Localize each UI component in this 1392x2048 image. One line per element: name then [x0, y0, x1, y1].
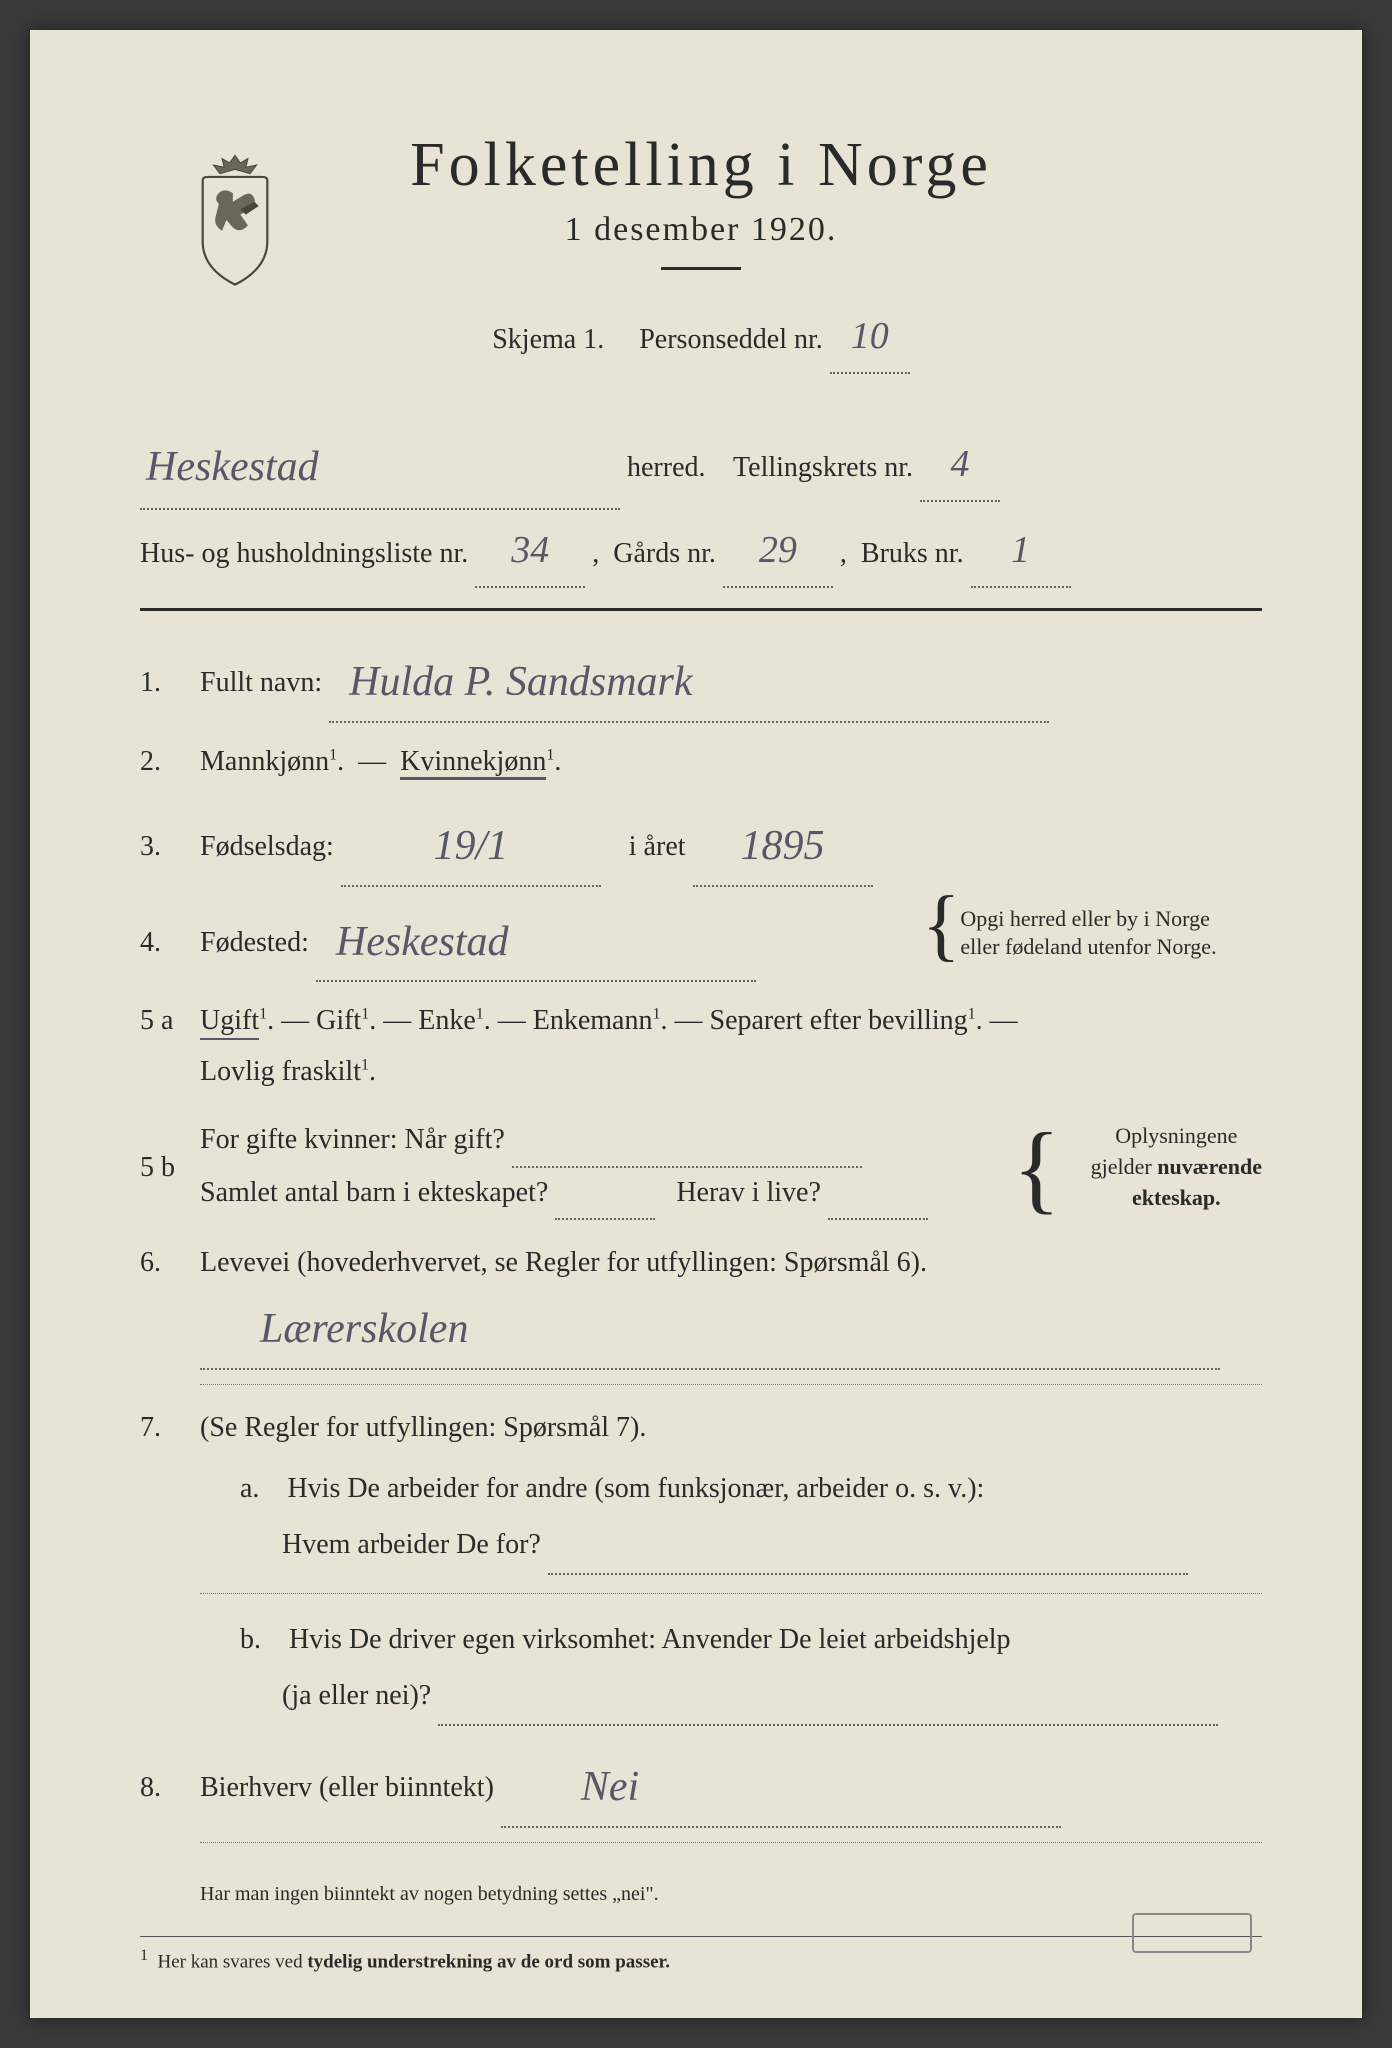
q5b-line2a: Samlet antal barn i ekteskapet?: [200, 1177, 548, 1208]
q3-num: 3.: [140, 831, 200, 863]
q4-row: 4. Fødested: Heskestad { Opgi herred ell…: [140, 901, 1262, 979]
q5b-line1: For gifte kvinner: Når gift?: [200, 1124, 505, 1155]
q3-row: 3. Fødselsdag: 19/1 i året 1895: [140, 805, 1262, 883]
q6-value: Lærerskolen: [200, 1292, 1220, 1370]
herred-line: Heskestad herred. Tellingskrets nr. 4: [140, 424, 1262, 506]
q3-label: Fødselsdag:: [200, 831, 334, 862]
q8-label: Bierhverv (eller biinntekt): [200, 1772, 494, 1803]
q5a-options2: Lovlig fraskilt1.: [200, 1056, 376, 1087]
tellingskrets-value: 4: [920, 428, 1000, 502]
printer-stamp: [1132, 1913, 1252, 1953]
gards-label: Gårds nr.: [613, 538, 716, 569]
q7-num: 7.: [140, 1412, 200, 1444]
gards-value: 29: [723, 514, 833, 588]
title-divider: [661, 267, 741, 270]
q7a-rule: [200, 1593, 1262, 1594]
form-date: 1 desember 1920.: [140, 211, 1262, 249]
q5b-note: Oplysningene gjelder nuværende ekteskap.: [1091, 1121, 1262, 1213]
schema-line: Skjema 1. Personseddel nr. 10: [140, 300, 1262, 374]
q7b: b. Hvis De driver egen virksomhet: Anven…: [240, 1612, 1262, 1726]
q4-note1: Opgi herred eller by i Norge: [960, 905, 1216, 934]
q4-note2: eller fødeland utenfor Norge.: [960, 933, 1216, 962]
hus-line: Hus- og husholdningsliste nr. 34 , Gårds…: [140, 514, 1262, 588]
q5b-note1: Oplysningene: [1091, 1121, 1262, 1152]
person-label: Personseddel nr.: [639, 324, 823, 355]
q5a-num: 5 a: [140, 1005, 200, 1037]
q5b-blank1: [512, 1115, 862, 1167]
q5a-options: Ugift1. — Gift1. — Enke1. — Enkemann1. —…: [200, 1005, 1018, 1036]
schema-label: Skjema 1.: [492, 324, 604, 355]
hus-label: Hus- og husholdningsliste nr.: [140, 538, 468, 569]
q1-value: Hulda P. Sandsmark: [329, 645, 1049, 723]
q7a-text1: Hvis De arbeider for andre (som funksjon…: [287, 1473, 984, 1504]
q5a-row: 5 a Ugift1. — Gift1. — Enke1. — Enkemann…: [140, 996, 1262, 1097]
q7b-label: b.: [240, 1624, 261, 1655]
q8-row: 8. Bierhverv (eller biinntekt) Nei: [140, 1746, 1262, 1824]
q7a-blank: [548, 1517, 1188, 1575]
q8-num: 8.: [140, 1772, 200, 1804]
q6-rule: [200, 1384, 1262, 1385]
footer-note1: Har man ingen biinntekt av nogen betydni…: [200, 1883, 1262, 1906]
q1-row: 1. Fullt navn: Hulda P. Sandsmark: [140, 641, 1262, 719]
q7-label: (Se Regler for utfyllingen: Spørsmål 7).: [200, 1412, 646, 1443]
q8-rule: [200, 1842, 1262, 1843]
q5b-row: 5 b For gifte kvinner: Når gift? Samlet …: [140, 1115, 1262, 1220]
q2-text: Mannkjønn1. — Kvinnekjønn1.: [200, 746, 561, 777]
q2-num: 2.: [140, 746, 200, 778]
q7a-label: a.: [240, 1473, 259, 1504]
header-rule: [140, 608, 1262, 611]
bruks-value: 1: [971, 514, 1071, 588]
q2-row: 2. Mannkjønn1. — Kvinnekjønn1.: [140, 737, 1262, 787]
q7b-text1: Hvis De driver egen virksomhet: Anvender…: [289, 1624, 1011, 1655]
q4-value: Heskestad: [316, 905, 756, 983]
bruks-label: Bruks nr.: [861, 538, 964, 569]
form-title: Folketelling i Norge: [140, 130, 1262, 201]
q5b-num: 5 b: [140, 1152, 200, 1184]
q4-label: Fødested:: [200, 927, 309, 958]
form-header: Folketelling i Norge 1 desember 1920. Sk…: [140, 130, 1262, 374]
q8-value: Nei: [501, 1750, 1061, 1828]
q3-day: 19/1: [341, 809, 601, 887]
herred-value: Heskestad: [140, 428, 620, 510]
q3-year-label: i året: [629, 831, 686, 862]
q5b-line2b: Herav i live?: [676, 1177, 821, 1208]
tellingskrets-label: Tellingskrets nr.: [733, 452, 913, 483]
q6-num: 6.: [140, 1247, 200, 1279]
q7-row: 7. (Se Regler for utfyllingen: Spørsmål …: [140, 1403, 1262, 1453]
coat-of-arms-icon: [180, 150, 290, 290]
q1-num: 1.: [140, 667, 200, 699]
q4-num: 4.: [140, 927, 200, 959]
census-form-page: Folketelling i Norge 1 desember 1920. Sk…: [30, 30, 1362, 2018]
q6-row: 6. Levevei (hovederhvervet, se Regler fo…: [140, 1238, 1262, 1366]
q6-label: Levevei (hovederhvervet, se Regler for u…: [200, 1247, 927, 1278]
q5b-blank3: [828, 1168, 928, 1220]
brace-icon: {: [922, 905, 960, 962]
footer-note2: 1 Her kan svares ved tydelig understrekn…: [140, 1936, 1262, 1973]
herred-label: herred.: [627, 452, 706, 483]
q5b-note2: gjelder nuværende: [1091, 1152, 1262, 1183]
q7b-blank: [438, 1668, 1218, 1726]
q1-label: Fullt navn:: [200, 667, 322, 698]
q7a-text2: Hvem arbeider De for?: [282, 1529, 541, 1560]
q7a: a. Hvis De arbeider for andre (som funks…: [240, 1461, 1262, 1575]
person-nr-value: 10: [830, 300, 910, 374]
q7b-text2: (ja eller nei)?: [282, 1680, 431, 1711]
hus-value: 34: [475, 514, 585, 588]
q5b-note3: ekteskap.: [1091, 1183, 1262, 1214]
q3-year: 1895: [693, 809, 873, 887]
brace-icon-2: {: [1013, 1143, 1061, 1193]
q5b-blank2: [555, 1168, 655, 1220]
